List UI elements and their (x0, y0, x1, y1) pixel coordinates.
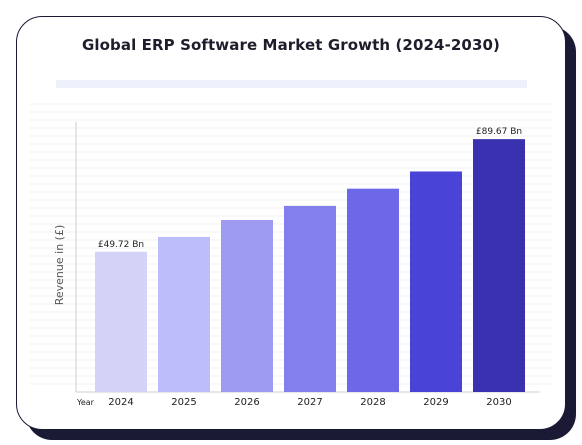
x-tick-2025: 2025 (171, 397, 196, 408)
x-tick-2028: 2028 (360, 397, 385, 408)
bar-2030 (473, 139, 525, 392)
x-tick-2027: 2027 (297, 397, 322, 408)
y-axis-label: Revenue in (£) (53, 225, 66, 306)
bar-2028 (347, 188, 399, 392)
x-axis-name: Year (76, 398, 95, 407)
bar-2025 (158, 236, 210, 392)
title-underline-band (56, 80, 527, 88)
x-tick-labels: 2024 2025 2026 2027 2028 2029 2030 (108, 397, 511, 408)
x-tick-2026: 2026 (234, 397, 259, 408)
data-labels: £49.72 Bn £89.67 Bn (98, 127, 522, 250)
bars-group (95, 139, 525, 392)
bar-2027 (284, 205, 336, 392)
bar-2029 (410, 171, 462, 392)
data-label-2030: £89.67 Bn (476, 127, 522, 137)
data-label-2024: £49.72 Bn (98, 240, 144, 250)
bar-2024 (95, 251, 147, 392)
x-tick-2030: 2030 (486, 397, 511, 408)
x-tick-2029: 2029 (423, 397, 448, 408)
bar-2026 (221, 219, 273, 392)
chart-title: Global ERP Software Market Growth (2024-… (81, 36, 501, 54)
x-tick-2024: 2024 (108, 397, 133, 408)
